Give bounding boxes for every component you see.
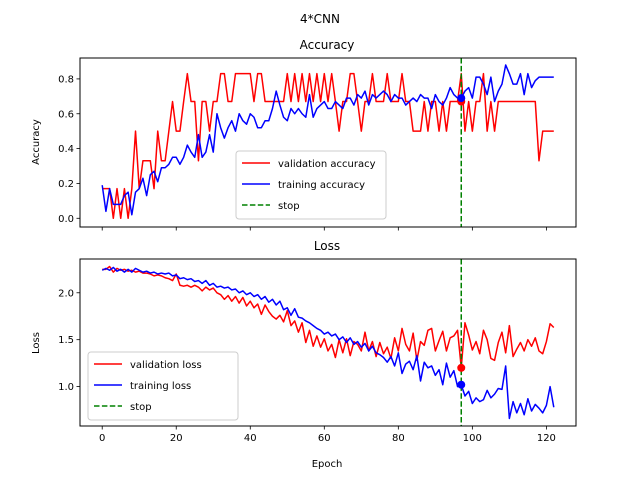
loss-xtick-label: 100 [463,433,482,444]
loss-ticks: 0 20 40 60 80 100 120 1.0 1.5 2.0 [58,288,556,444]
loss-ylabel: Loss [31,332,42,354]
loss-lines [101,259,555,426]
loss-xtick-label: 80 [392,433,405,444]
accuracy-ticks: 0.0 0.2 0.4 0.6 0.8 [58,74,547,231]
loss-xtick-label: 60 [318,433,331,444]
accuracy-legend: validation accuracy training accuracy stop [235,150,387,220]
loss-legend-box [87,351,239,421]
accuracy-training-accuracy-stop-marker [457,94,466,103]
loss-ytick-label: 1.0 [58,382,74,393]
accuracy-ytick-label: 0.8 [58,74,74,85]
loss-xlabel: Epoch [312,459,343,470]
accuracy-ylabel: Accuracy [31,119,42,165]
loss-title: Loss [314,239,340,253]
loss-validation-loss-line [102,265,555,369]
accuracy-ytick-label: 0.0 [58,214,74,225]
loss-ytick-label: 2.0 [58,288,74,299]
loss-subplot: Loss Loss Epoch 0 20 40 60 80 100 120 1.0 1.5 2.0… [31,239,577,470]
loss-xtick-label: 40 [244,433,257,444]
loss-legend-label-stop: stop [130,402,152,413]
loss-xtick-label: 120 [537,433,556,444]
loss-validation-loss-stop-marker [457,363,466,372]
accuracy-ytick-label: 0.2 [58,179,74,190]
loss-training-loss-line [101,266,555,420]
loss-legend-label-training-loss: training loss [130,381,191,392]
accuracy-training-accuracy-line [101,64,554,216]
accuracy-legend-label-stop: stop [278,201,300,212]
accuracy-legend-box [235,150,387,220]
accuracy-title: Accuracy [300,38,355,52]
loss-xtick-label: 20 [170,433,183,444]
loss-legend: validation loss training loss stop [87,351,239,421]
loss-training-loss-stop-marker [457,380,466,389]
accuracy-axes-frame [79,57,577,228]
accuracy-legend-label-validation-accuracy: validation accuracy [278,159,376,170]
figure-suptitle: 4*CNN [300,12,340,26]
accuracy-lines [101,58,554,227]
accuracy-ytick-label: 0.4 [58,144,74,155]
accuracy-subplot: Accuracy Accuracy 0.0 0.2 0.4 0.6 0.8 valida… [31,38,577,231]
loss-legend-label-validation-loss: validation loss [130,360,202,371]
accuracy-ytick-label: 0.6 [58,109,74,120]
loss-xtick-label: 0 [99,433,105,444]
accuracy-validation-accuracy-line [102,72,554,220]
loss-axes-frame [79,258,577,427]
loss-ytick-label: 1.5 [58,335,74,346]
accuracy-legend-label-training-accuracy: training accuracy [278,180,365,191]
